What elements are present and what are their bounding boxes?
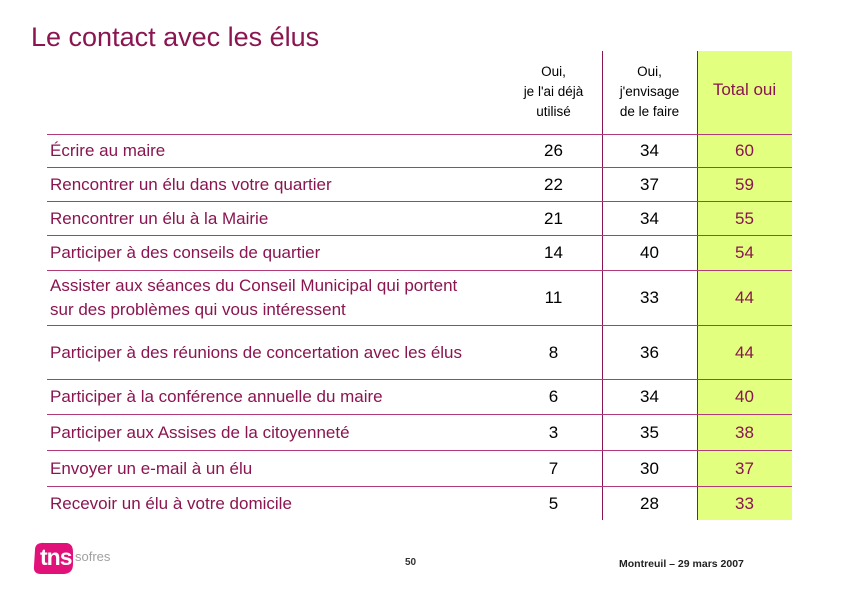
column-divider (602, 51, 603, 520)
column-header-intend: Oui, j'envisage de le faire (602, 62, 697, 122)
page-title: Le contact avec les élus (31, 22, 320, 52)
row-divider (47, 270, 792, 271)
value-total: 38 (735, 422, 754, 442)
row-divider (47, 450, 792, 451)
value-total: 40 (735, 387, 754, 406)
table-row: Écrire au maire 26 34 60 (0, 135, 842, 167)
header-line: j'envisage (619, 84, 680, 99)
row-divider (47, 201, 792, 202)
logo-tns-text: tns (40, 544, 72, 570)
value-total: 55 (735, 208, 754, 228)
header-line: Oui, (541, 64, 566, 79)
table-row: Envoyer un e-mail à un élu 7 30 37 (0, 451, 842, 486)
logo-sofres-text: sofres (75, 549, 111, 564)
row-label: Recevoir un élu à votre domicile (50, 493, 292, 513)
value-used: 5 (548, 493, 559, 513)
table-row: Participer à des conseils de quartier 14… (0, 236, 842, 270)
value-total: 44 (735, 342, 754, 362)
value-intend: 34 (640, 141, 659, 160)
value-total: 44 (735, 288, 754, 307)
value-intend: 40 (640, 243, 659, 262)
row-divider (47, 325, 792, 326)
value-total: 33 (735, 493, 754, 513)
value-total: 37 (735, 458, 754, 478)
value-used: 7 (548, 458, 559, 478)
table-row: Participer à des réunions de concertatio… (0, 326, 842, 379)
column-divider (697, 51, 698, 520)
value-used: 11 (544, 288, 563, 307)
page-number: 50 (405, 557, 417, 568)
value-used: 6 (548, 387, 559, 406)
column-header-total: Total oui (712, 80, 777, 99)
row-label: Rencontrer un élu à la Mairie (50, 208, 269, 228)
value-used: 21 (544, 208, 563, 228)
header-line: je l'ai déjà (523, 84, 584, 99)
row-divider (47, 167, 792, 168)
row-label: Rencontrer un élu dans votre quartier (50, 174, 332, 194)
total-column-highlight (697, 51, 792, 520)
value-total: 60 (735, 141, 754, 160)
row-label: Participer aux Assises de la citoyenneté (50, 422, 350, 442)
value-intend: 34 (640, 387, 659, 406)
row-divider (47, 486, 792, 487)
value-intend: 28 (640, 493, 659, 513)
row-label: Participer à la conférence annuelle du m… (50, 387, 383, 406)
value-used: 26 (544, 141, 563, 160)
header-line: Oui, (637, 64, 662, 79)
row-label: Assister aux séances du Conseil Municipa… (50, 276, 458, 319)
value-total: 59 (735, 174, 754, 194)
row-label: Écrire au maire (50, 141, 166, 160)
row-divider (47, 134, 792, 135)
value-used: 14 (544, 243, 563, 262)
value-used: 8 (548, 342, 559, 362)
value-used: 3 (548, 422, 559, 442)
value-intend: 34 (640, 208, 659, 228)
table-row: Recevoir un élu à votre domicile 5 28 33 (0, 487, 842, 520)
value-intend: 37 (640, 174, 659, 194)
row-label: Envoyer un e-mail à un élu (50, 458, 253, 478)
header-line: de le faire (619, 104, 680, 119)
value-intend: 33 (640, 288, 659, 307)
value-used: 22 (544, 174, 563, 194)
row-divider (47, 414, 792, 415)
value-intend: 36 (640, 342, 659, 362)
table-row: Participer aux Assises de la citoyenneté… (0, 415, 842, 450)
value-total: 54 (735, 243, 754, 262)
column-header-used: Oui, je l'ai déjà utilisé (505, 62, 602, 122)
row-label: Participer à des conseils de quartier (50, 243, 321, 262)
table-row: Rencontrer un élu dans votre quartier 22… (0, 168, 842, 201)
row-label: Participer à des réunions de concertatio… (50, 342, 463, 362)
row-divider (47, 235, 792, 236)
table-row: Participer à la conférence annuelle du m… (0, 380, 842, 414)
logo-mark-icon (33, 542, 73, 574)
value-intend: 35 (640, 422, 659, 442)
location-date: Montreuil – 29 mars 2007 (619, 558, 744, 570)
value-intend: 30 (640, 458, 659, 478)
tns-sofres-logo: tns sofres (31, 540, 141, 580)
table-row: Rencontrer un élu à la Mairie 21 34 55 (0, 202, 842, 235)
header-line: utilisé (536, 104, 571, 119)
table-row: Assister aux séances du Conseil Municipa… (0, 271, 842, 325)
row-divider (47, 379, 792, 380)
